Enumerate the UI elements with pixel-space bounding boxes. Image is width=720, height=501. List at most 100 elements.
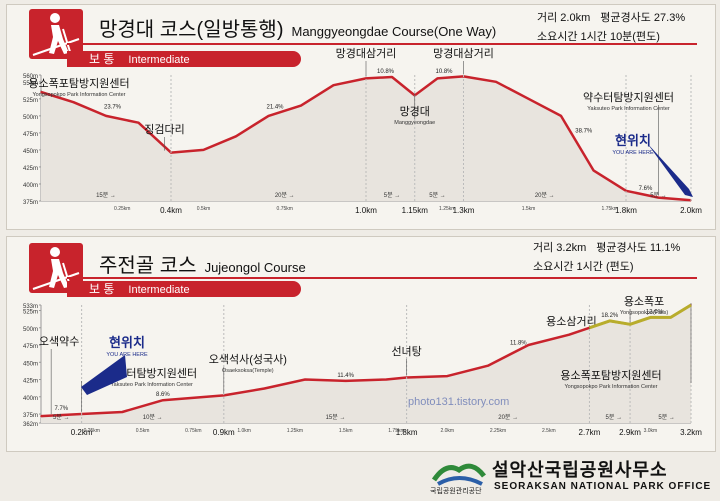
data-point bbox=[332, 84, 335, 87]
elevation-area bbox=[41, 305, 691, 423]
data-point bbox=[40, 415, 42, 417]
data-point bbox=[365, 77, 367, 80]
course2-title: 주전골 코스 Jujeongol Course bbox=[99, 249, 306, 278]
course1-divider bbox=[67, 43, 697, 45]
data-point bbox=[137, 121, 140, 124]
place-name-ko: 선녀탕 bbox=[391, 345, 421, 358]
place-name-ko: 망경대삼거리 bbox=[336, 47, 397, 60]
grade-label: 21.4% bbox=[266, 104, 284, 110]
place-name-en: Osaeksoksa(Temple) bbox=[222, 368, 274, 374]
y-tick-label: 500m bbox=[23, 327, 38, 333]
y-tick-label: 525m bbox=[23, 98, 38, 104]
you-are-here-arrow-icon bbox=[81, 355, 127, 395]
data-point bbox=[202, 149, 205, 151]
data-point bbox=[235, 135, 237, 138]
elevation-area bbox=[41, 76, 691, 201]
y-tick-label: 362m bbox=[23, 422, 38, 428]
course1-time: 소요시간 1시간 10분(편도) bbox=[537, 31, 660, 43]
course1-title-en: Manggyeongdae Course(One Way) bbox=[291, 24, 497, 39]
x-minor-tick-label: 0.75km bbox=[277, 206, 293, 212]
org-subname: 국립공원관리공단 bbox=[430, 488, 482, 495]
y-tick-label: 425m bbox=[23, 379, 38, 385]
data-point bbox=[304, 378, 306, 381]
place-name-en: Yongsopokpo Park Information Center bbox=[564, 384, 657, 390]
you-are-here-arrow-icon bbox=[647, 143, 693, 197]
y-tick-label: 525m bbox=[23, 310, 38, 316]
org-name-korean: 설악산국립공원사무소 bbox=[492, 460, 668, 480]
course1-title: 망경대 코스(일방통행) Manggyeongdae Course(One Way… bbox=[99, 13, 496, 42]
x-major-tick-label: 0.9km bbox=[213, 428, 235, 437]
course2-title-ko: 주전골 코스 bbox=[99, 255, 197, 277]
y-tick-label: 375m bbox=[23, 413, 38, 419]
place-name-ko: 용소폭포 bbox=[624, 295, 664, 308]
grade-label: 11.4% bbox=[337, 373, 354, 379]
hiker-icon bbox=[29, 9, 83, 59]
y-tick-label: 533m bbox=[23, 304, 38, 310]
place-name-ko: 약수터탐방지원센터 bbox=[106, 366, 197, 380]
data-point bbox=[263, 387, 266, 390]
y-tick-label: 400m bbox=[23, 183, 38, 189]
x-minor-tick-label: 0.75km bbox=[185, 428, 201, 434]
falls-segment-line bbox=[588, 303, 692, 330]
x-minor-tick-label: 0.25km bbox=[84, 428, 100, 434]
y-tick-label: 475m bbox=[23, 344, 38, 350]
data-point bbox=[72, 101, 75, 104]
y-tick-label: 450m bbox=[23, 361, 38, 367]
y-tick-label: 400m bbox=[23, 396, 38, 402]
time-label: 5분 → bbox=[53, 414, 70, 421]
place-name-ko: 용소삼거리 bbox=[546, 315, 597, 328]
course1-level-ko: 보 통 bbox=[89, 52, 115, 66]
course1-level-en: Intermediate bbox=[128, 54, 190, 66]
x-minor-tick-label: 2.5km bbox=[542, 428, 556, 434]
place-name-en: Manggyeongdae bbox=[394, 120, 435, 126]
data-point bbox=[657, 196, 660, 199]
y-tick-label: 425m bbox=[23, 166, 38, 172]
x-major-tick-label: 2.0km bbox=[680, 206, 702, 215]
course1-level-badge: 보 통 Intermediate bbox=[67, 51, 301, 67]
data-point bbox=[344, 380, 347, 382]
course1-panel: 망경대 코스(일방통행) Manggyeongdae Course(One Way… bbox=[6, 4, 716, 230]
x-minor-tick-label: 1.5km bbox=[522, 206, 536, 212]
x-minor-tick-label: 0.25km bbox=[114, 206, 130, 212]
grade-label: 18.2% bbox=[601, 313, 619, 319]
x-minor-tick-label: 0.5km bbox=[197, 206, 211, 212]
place-name-ko: 용소폭포탐방지원센터 bbox=[560, 369, 661, 382]
time-label: 20분 → bbox=[275, 192, 295, 199]
data-point bbox=[391, 76, 393, 78]
you-are-here-label: 현위치 bbox=[109, 335, 145, 350]
you-are-here-label-en: YOU ARE HERE bbox=[106, 352, 148, 358]
data-point bbox=[560, 115, 562, 117]
grade-label: 10.8% bbox=[435, 69, 453, 75]
place-name-en: Yongsopokpo Park Information Center bbox=[32, 92, 125, 98]
grade-label: 11.8% bbox=[510, 340, 527, 346]
course2-title-en: Jujeongol Course bbox=[204, 260, 306, 275]
data-point bbox=[568, 333, 570, 336]
data-point bbox=[487, 364, 489, 367]
data-point bbox=[121, 411, 124, 413]
x-major-tick-label: 3.2km bbox=[680, 428, 702, 437]
place-name-en: Yaksuteo Park Information Center bbox=[110, 382, 193, 388]
x-minor-tick-label: 3.0km bbox=[644, 428, 658, 434]
course2-panel: 주전골 코스 Jujeongol Course 보 통 Intermediate 거… bbox=[6, 236, 716, 452]
data-point bbox=[40, 91, 42, 93]
x-minor-tick-label: 1.25km bbox=[287, 428, 303, 434]
place-name-ko: 오색석사(성국사) bbox=[209, 353, 287, 366]
time-label: 5분 → bbox=[658, 414, 675, 421]
x-major-tick-label: 1.0km bbox=[355, 206, 377, 215]
y-tick-label: 375m bbox=[23, 200, 38, 206]
data-point bbox=[527, 98, 530, 100]
x-major-tick-label: 0.2km bbox=[71, 428, 93, 437]
time-label: 10분 → bbox=[143, 414, 163, 421]
time-label: 20분 → bbox=[535, 192, 555, 199]
x-major-tick-label: 0.4km bbox=[160, 206, 182, 215]
grade-label: 23.7% bbox=[104, 104, 122, 110]
time-label: 15분 → bbox=[96, 192, 116, 199]
data-point bbox=[592, 169, 595, 172]
course2-time: 소요시간 1시간 (편도) bbox=[533, 261, 634, 273]
y-tick-label: 450m bbox=[23, 149, 38, 155]
org-name-english: SEORAKSAN NATIONAL PARK OFFICE bbox=[494, 481, 712, 492]
y-tick-label: 475m bbox=[23, 132, 38, 138]
grade-label: 13.0% bbox=[646, 309, 664, 315]
